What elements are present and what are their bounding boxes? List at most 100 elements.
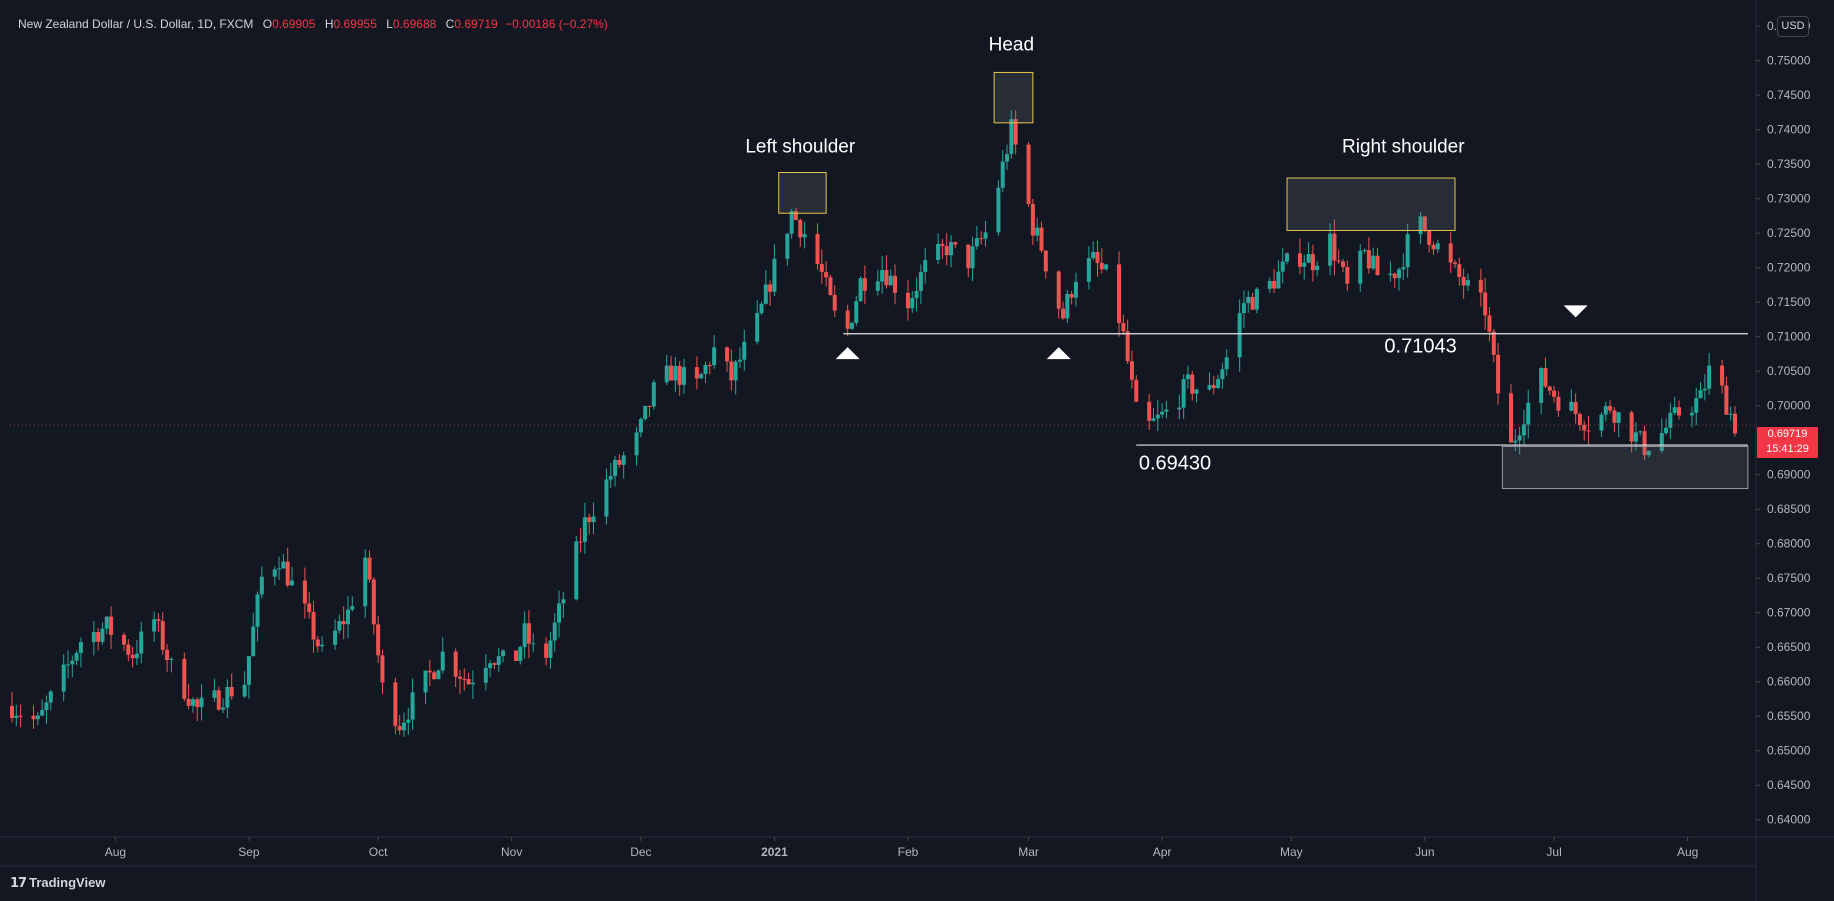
candle-body [1375, 255, 1380, 276]
candle-body [526, 623, 531, 644]
candle [1095, 240, 1100, 277]
candle-body [496, 656, 501, 665]
y-tick-label: 0.66000 [1767, 675, 1811, 689]
candle-body [604, 479, 609, 517]
y-tick-label: 0.70500 [1767, 364, 1811, 378]
candle-body [225, 686, 230, 708]
candle-body [18, 715, 23, 717]
candle [212, 678, 217, 702]
candle [380, 649, 385, 694]
candle-body [793, 211, 798, 220]
candle-body [1026, 144, 1031, 204]
candle [759, 301, 764, 315]
candle [1104, 263, 1109, 271]
candle-body [918, 272, 923, 291]
candle-body [1569, 401, 1574, 411]
candle [1422, 216, 1427, 233]
candle-body [1612, 410, 1617, 423]
candle-body [1125, 331, 1130, 362]
candle [824, 261, 829, 287]
candle [1315, 261, 1320, 277]
candle-body [725, 347, 730, 362]
candle [673, 357, 678, 392]
candle [1478, 268, 1483, 307]
candle-body [785, 233, 790, 259]
candle-body [936, 243, 941, 261]
candle-body [345, 609, 350, 625]
candle-body [1698, 390, 1703, 399]
high-label: H [324, 17, 334, 31]
candle-body [1702, 388, 1707, 391]
candle [1552, 385, 1557, 403]
candle-body [1478, 279, 1483, 293]
candle-body [1526, 402, 1531, 425]
candle [341, 606, 346, 640]
brand-name: TradingView [29, 875, 106, 890]
candle-body [462, 678, 467, 680]
y-tick-label: 0.72500 [1767, 226, 1811, 240]
candle [1332, 219, 1337, 276]
candle [918, 264, 923, 305]
candle-body [772, 258, 777, 292]
candle-body [1220, 369, 1225, 380]
candle [1254, 287, 1259, 314]
candle-body [763, 284, 768, 304]
candle-body [974, 238, 979, 247]
candle-body [1496, 354, 1501, 394]
candle-body [1586, 430, 1591, 432]
candle-body [229, 686, 234, 697]
candle-body [1121, 322, 1126, 332]
y-tick-label: 0.68000 [1767, 537, 1811, 551]
candle-body [1603, 406, 1608, 415]
candle-body [1724, 385, 1729, 415]
candle-body [1117, 264, 1122, 323]
candle [1065, 289, 1070, 323]
candle [126, 639, 131, 662]
candle [613, 455, 618, 487]
candle [1086, 246, 1091, 290]
candle-body [1315, 265, 1320, 271]
candle-body [40, 710, 45, 716]
candle [216, 686, 221, 711]
candle-body [1250, 296, 1255, 310]
candle-body [1599, 414, 1604, 431]
candle [634, 427, 639, 466]
candle-body [470, 682, 475, 685]
arrow-up-icon [1046, 347, 1071, 360]
x-tick-label: 2021 [761, 845, 788, 859]
candle [1388, 261, 1393, 282]
candle-body [802, 234, 807, 238]
symbol-title[interactable]: New Zealand Dollar / U.S. Dollar, 1D, FX… [18, 17, 254, 31]
candle-body [638, 419, 643, 433]
candle-body [1418, 216, 1423, 235]
candle-body [1035, 227, 1040, 236]
candle [393, 677, 398, 735]
x-tick-label: Oct [369, 845, 388, 859]
candle [152, 611, 157, 643]
candle-body [333, 630, 338, 645]
candle [802, 221, 807, 249]
high-value: 0.69955 [333, 17, 377, 31]
candle-body [1672, 407, 1677, 413]
currency-button[interactable]: USD [1777, 16, 1809, 37]
candle-body [854, 301, 859, 323]
candle [651, 379, 656, 410]
candle [979, 231, 984, 245]
y-tick-label: 0.64000 [1767, 813, 1811, 827]
candle [1521, 409, 1526, 446]
tradingview-logo[interactable]: 𝟭𝟳 TradingView [10, 875, 105, 891]
candle-body [1608, 406, 1613, 411]
y-tick-label: 0.73000 [1767, 192, 1811, 206]
candle [121, 632, 126, 651]
candle [165, 643, 170, 673]
candle [875, 269, 880, 296]
candle-body [647, 405, 652, 407]
candle-body [1039, 227, 1044, 251]
open-label: O [262, 17, 273, 31]
candle [371, 577, 376, 635]
candle-body [311, 612, 316, 640]
